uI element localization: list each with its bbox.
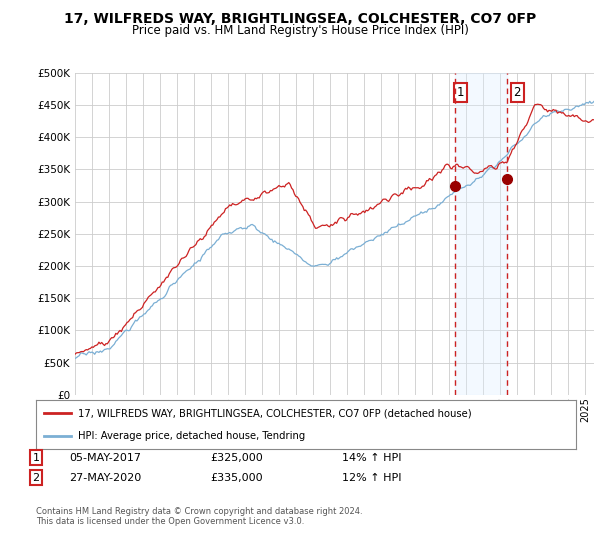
Text: Contains HM Land Registry data © Crown copyright and database right 2024.
This d: Contains HM Land Registry data © Crown c… — [36, 507, 362, 526]
Text: 12% ↑ HPI: 12% ↑ HPI — [342, 473, 401, 483]
Text: 1: 1 — [32, 452, 40, 463]
Text: 05-MAY-2017: 05-MAY-2017 — [69, 452, 141, 463]
Text: 14% ↑ HPI: 14% ↑ HPI — [342, 452, 401, 463]
Text: 17, WILFREDS WAY, BRIGHTLINGSEA, COLCHESTER, CO7 0FP (detached house): 17, WILFREDS WAY, BRIGHTLINGSEA, COLCHES… — [78, 408, 472, 418]
Text: 2: 2 — [514, 86, 521, 99]
Text: Price paid vs. HM Land Registry's House Price Index (HPI): Price paid vs. HM Land Registry's House … — [131, 24, 469, 36]
Text: 17, WILFREDS WAY, BRIGHTLINGSEA, COLCHESTER, CO7 0FP: 17, WILFREDS WAY, BRIGHTLINGSEA, COLCHES… — [64, 12, 536, 26]
Text: £335,000: £335,000 — [210, 473, 263, 483]
Bar — [455, 73, 507, 395]
Text: 2: 2 — [32, 473, 40, 483]
Text: HPI: Average price, detached house, Tendring: HPI: Average price, detached house, Tend… — [78, 431, 305, 441]
Text: 27-MAY-2020: 27-MAY-2020 — [69, 473, 141, 483]
Text: £325,000: £325,000 — [210, 452, 263, 463]
Text: 1: 1 — [457, 86, 464, 99]
